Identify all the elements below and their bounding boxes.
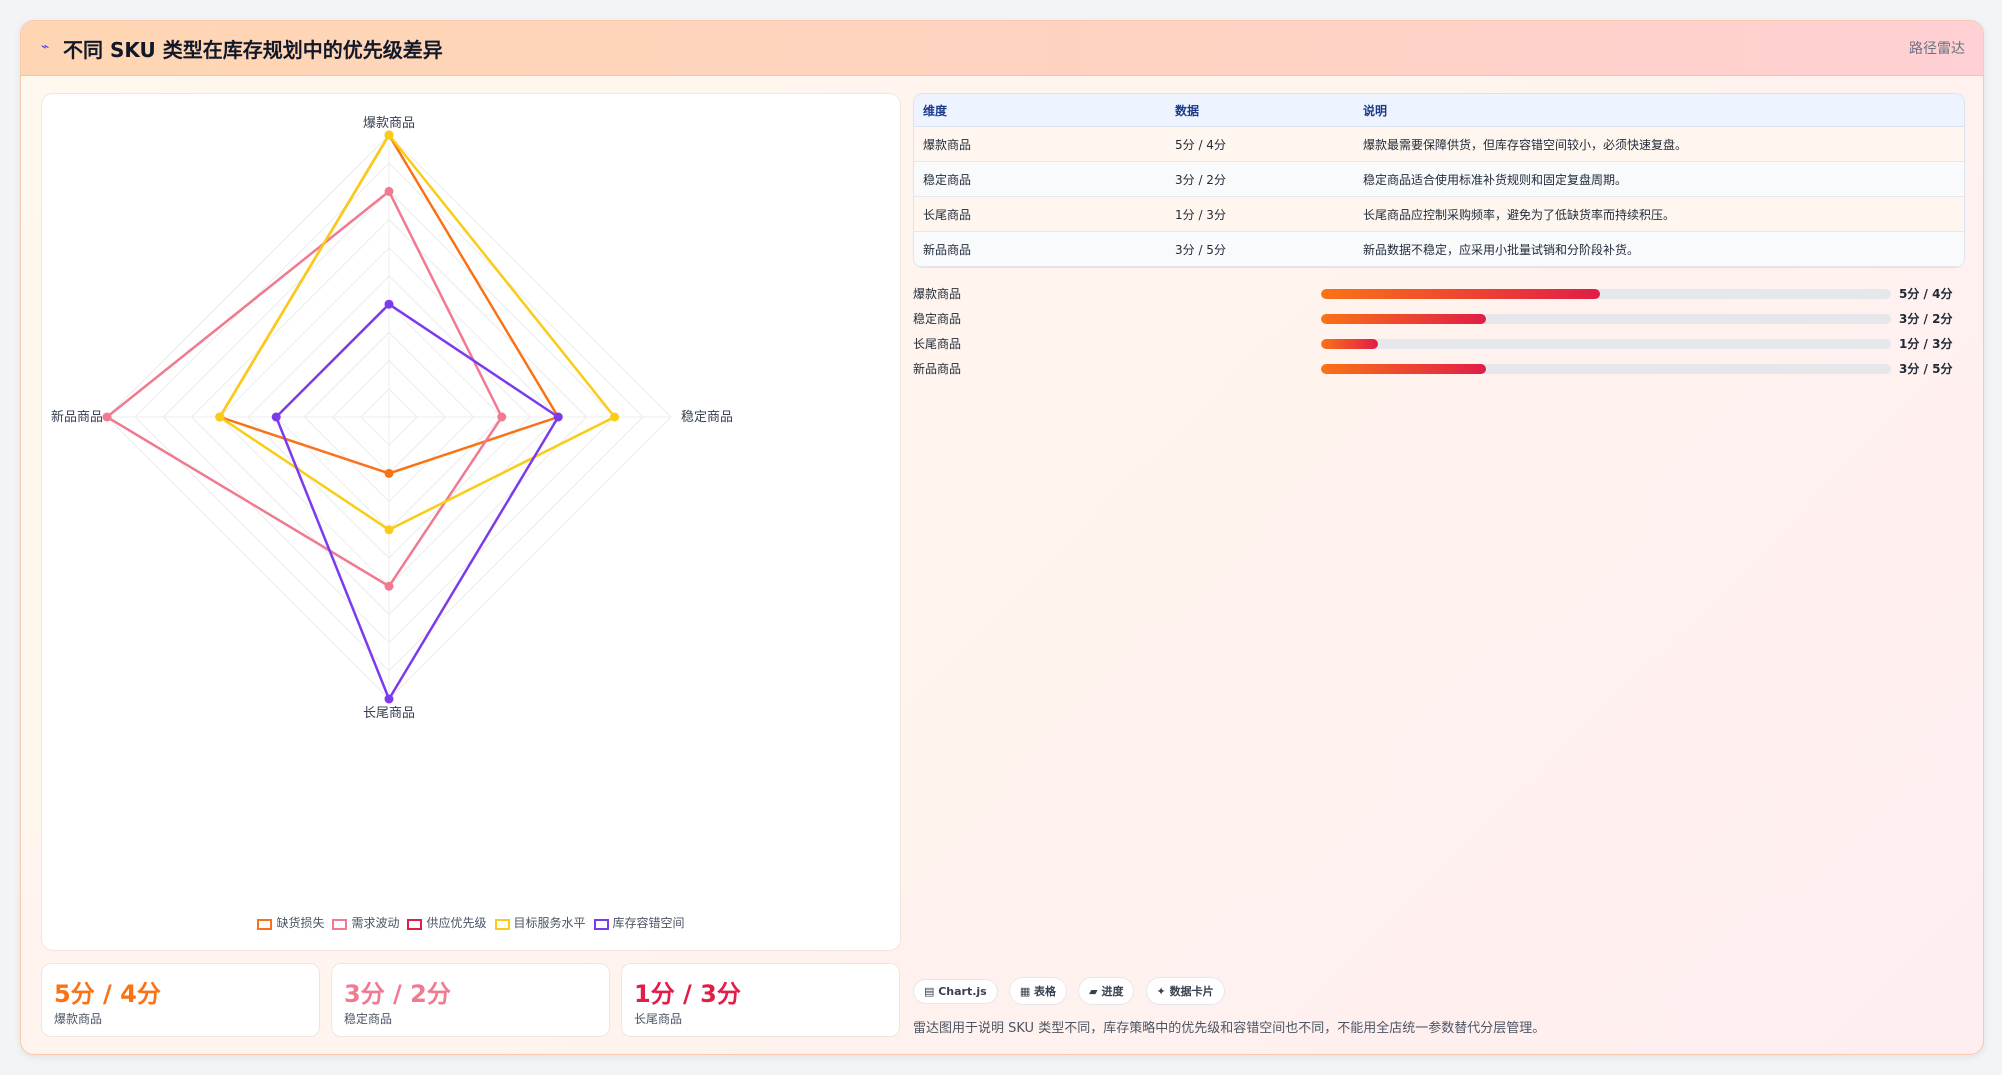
- data-point: [384, 694, 394, 704]
- table-row: 新品商品 3分 / 5分 新品数据不稳定，应采用小批量试销和分阶段补货。: [914, 231, 1964, 267]
- legend-item[interactable]: 缺货损失: [257, 914, 324, 931]
- table-cell: 爆款最需要保障供货，但库存容错空间较小，必须快速复盘。: [1354, 126, 1964, 162]
- table-header-row: 维度 数据 说明: [914, 94, 1964, 127]
- feature-chips: ▤ Chart.js ▦ 表格 ▰ 进度 ✦ 数据卡片: [913, 977, 1231, 1005]
- progress-bars: 爆款商品 5分 / 4分 稳定商品 3分 / 2分 长尾商品 1分 / 3分 新…: [913, 281, 1963, 381]
- legend-item[interactable]: 目标服务水平: [494, 914, 586, 931]
- progress-label: 稳定商品: [913, 312, 962, 326]
- axis-label: 爆款商品: [363, 116, 415, 131]
- kpi-value: 1分 / 3分: [634, 980, 741, 1008]
- axis-label: 新品商品: [51, 409, 103, 425]
- table-row: 稳定商品 3分 / 2分 稳定商品适合使用标准补货规则和固定复盘周期。: [914, 161, 1964, 197]
- legend-item[interactable]: 需求波动: [332, 914, 399, 931]
- data-point: [102, 412, 112, 422]
- progress-track: [1321, 289, 1891, 299]
- kpi-card: 1分 / 3分 长尾商品: [621, 963, 900, 1037]
- progress-value: 3分 / 5分: [1899, 362, 1953, 376]
- legend-label: 需求波动: [351, 916, 400, 930]
- progress-fill: [1321, 339, 1378, 349]
- kpi-value: 5分 / 4分: [54, 980, 161, 1008]
- data-table: 维度 数据 说明 爆款商品 5分 / 4分 爆款最需要保障供货，但库存容错空间较…: [914, 94, 1964, 267]
- table-cell: 3分 / 5分: [1166, 231, 1354, 267]
- kpi-value: 3分 / 2分: [344, 980, 451, 1008]
- progress-row: 爆款商品 5分 / 4分: [913, 281, 1963, 306]
- table-row: 爆款商品 5分 / 4分 爆款最需要保障供货，但库存容错空间较小，必须快速复盘。: [914, 126, 1964, 162]
- legend-swatch: [494, 919, 510, 930]
- progress-track: [1321, 314, 1891, 324]
- axis-label: 长尾商品: [363, 706, 415, 721]
- legend-swatch: [407, 919, 423, 930]
- chart-legend: 缺货损失 需求波动 供应优先级 目标服务水平 库存容错空间: [42, 914, 900, 931]
- table-row: 长尾商品 1分 / 3分 长尾商品应控制采购频率，避免为了低缺货率而持续积压。: [914, 196, 1964, 232]
- data-table-panel: 维度 数据 说明 爆款商品 5分 / 4分 爆款最需要保障供货，但库存容错空间较…: [913, 93, 1965, 268]
- axis-label: 稳定商品: [681, 409, 733, 425]
- data-point: [384, 525, 394, 535]
- header-tag: 路径雷达: [1909, 41, 1965, 57]
- data-point: [553, 412, 563, 422]
- table-cell: 5分 / 4分: [1166, 126, 1354, 162]
- data-point: [271, 412, 281, 422]
- chart-note: 雷达图用于说明 SKU 类型不同，库存策略中的优先级和容错空间也不同，不能用全店…: [913, 1021, 1546, 1036]
- table-cell: 稳定商品: [914, 161, 1166, 197]
- column-header: 维度: [914, 94, 1166, 127]
- legend-item[interactable]: 库存容错空间: [593, 914, 685, 931]
- progress-fill: [1321, 314, 1487, 324]
- legend-label: 目标服务水平: [513, 916, 586, 930]
- kpi-label: 爆款商品: [54, 1012, 103, 1026]
- radar-logo-icon: ⌁: [41, 39, 50, 55]
- kpi-label: 稳定商品: [344, 1012, 393, 1026]
- kpi-card: 3分 / 2分 稳定商品: [331, 963, 610, 1037]
- kpi-card: 5分 / 4分 爆款商品: [41, 963, 320, 1037]
- data-point: [610, 412, 620, 422]
- main-card: ⌁ 不同 SKU 类型在库存规划中的优先级差异 路径雷达 爆款商品 稳定商品 长尾商…: [20, 20, 1984, 1055]
- data-point: [497, 412, 507, 422]
- progress-label: 新品商品: [913, 362, 962, 376]
- progress-value: 1分 / 3分: [1899, 337, 1953, 351]
- column-header: 数据: [1166, 94, 1354, 127]
- progress-fill: [1321, 364, 1487, 374]
- progress-track: [1321, 339, 1891, 349]
- legend-label: 缺货损失: [276, 916, 325, 930]
- chip-table[interactable]: ▦ 表格: [1008, 977, 1068, 1005]
- data-point: [215, 412, 225, 422]
- legend-item[interactable]: 供应优先级: [407, 914, 487, 931]
- progress-track: [1321, 364, 1891, 374]
- progress-row: 稳定商品 3分 / 2分: [913, 306, 1963, 331]
- table-cell: 长尾商品应控制采购频率，避免为了低缺货率而持续积压。: [1354, 196, 1964, 232]
- legend-swatch: [257, 919, 273, 930]
- kpi-label: 长尾商品: [634, 1012, 683, 1026]
- legend-swatch: [332, 919, 348, 930]
- progress-value: 5分 / 4分: [1899, 287, 1953, 301]
- progress-label: 爆款商品: [913, 287, 962, 301]
- progress-row: 新品商品 3分 / 5分: [913, 356, 1963, 381]
- chip-data-card[interactable]: ✦ 数据卡片: [1145, 977, 1225, 1005]
- table-cell: 1分 / 3分: [1166, 196, 1354, 232]
- progress-fill: [1321, 289, 1601, 299]
- page-title: 不同 SKU 类型在库存规划中的优先级差异: [63, 38, 443, 62]
- legend-label: 库存容错空间: [612, 916, 685, 930]
- header-bar: ⌁ 不同 SKU 类型在库存规划中的优先级差异 路径雷达: [21, 21, 1983, 76]
- chip-chartjs[interactable]: ▤ Chart.js: [913, 979, 998, 1004]
- table-cell: 稳定商品适合使用标准补货规则和固定复盘周期。: [1354, 161, 1964, 197]
- table-cell: 新品商品: [914, 231, 1166, 267]
- table-cell: 长尾商品: [914, 196, 1166, 232]
- progress-value: 3分 / 2分: [1899, 312, 1953, 326]
- data-point: [384, 186, 394, 196]
- data-point: [384, 299, 394, 309]
- legend-swatch: [593, 919, 609, 930]
- chip-progress[interactable]: ▰ 进度: [1078, 977, 1135, 1005]
- data-point: [384, 130, 394, 140]
- legend-label: 供应优先级: [426, 916, 487, 930]
- kpi-cards: 5分 / 4分 爆款商品 3分 / 2分 稳定商品 1分 / 3分 长尾商品: [41, 963, 900, 1037]
- data-point: [384, 581, 394, 591]
- progress-row: 长尾商品 1分 / 3分: [913, 331, 1963, 356]
- radar-chart-panel: 爆款商品稳定商品长尾商品 新品商品 缺货损失 需求波动 供应优先级 目标服务水平 库存容错…: [41, 93, 901, 951]
- column-header: 说明: [1354, 94, 1964, 127]
- table-cell: 爆款商品: [914, 126, 1166, 162]
- data-point: [384, 468, 394, 478]
- table-cell: 3分 / 2分: [1166, 161, 1354, 197]
- progress-label: 长尾商品: [913, 337, 962, 351]
- table-cell: 新品数据不稳定，应采用小批量试销和分阶段补货。: [1354, 231, 1964, 267]
